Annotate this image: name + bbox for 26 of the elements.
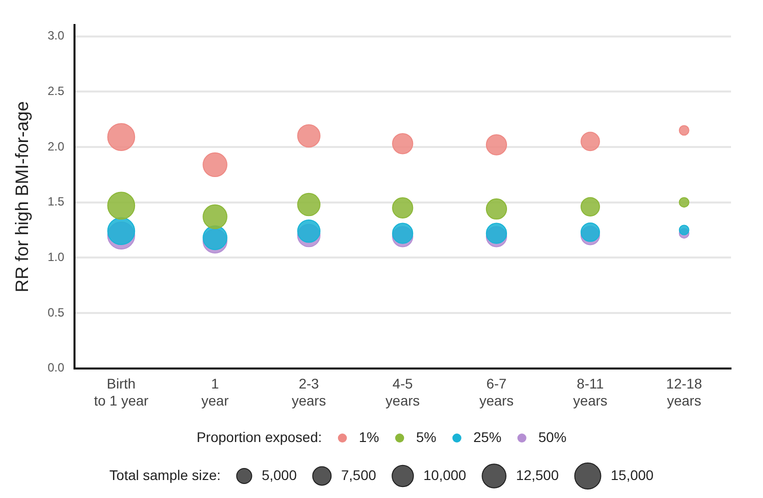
legend-label: 5,000 — [262, 466, 297, 483]
x-tick-label: 8-11 years — [573, 376, 608, 408]
x-tick-label: 6-7 years — [479, 376, 514, 408]
text: Total sample size: — [109, 466, 221, 483]
x-tick-label: 4-5 years — [386, 376, 420, 408]
legend-label: 15,000 — [610, 466, 654, 483]
y-tick-label: 1.5 — [48, 194, 65, 209]
y-tick-label: 0.0 — [48, 360, 65, 375]
y-axis-title: RR for high BMI-for-age — [12, 101, 32, 292]
x-tick-label: Birth to 1 year — [94, 376, 149, 408]
x-tick-label: 2-3 years — [292, 376, 326, 408]
y-tick-label: 0.5 — [48, 305, 65, 320]
legend-label: 5% — [416, 428, 436, 445]
legend-label: 7,500 — [341, 466, 376, 483]
legend-label: 10,000 — [423, 466, 466, 483]
legend-title: Proportion exposed: — [196, 428, 322, 445]
legend-label: 1% — [358, 428, 380, 445]
y-tick-label: 2.0 — [48, 139, 65, 154]
y-tick-label: 2.5 — [48, 84, 65, 98]
legend-label: 12,500 — [516, 466, 559, 483]
x-tick-label: 12-18 years — [666, 376, 702, 408]
y-tick-label: 1.0 — [48, 250, 65, 264]
legend-label: 50% — [538, 428, 566, 445]
y-tick-label: 3.0 — [48, 28, 65, 43]
legend-label: 25% — [473, 428, 502, 445]
x-tick-label: 1 year — [201, 376, 229, 408]
